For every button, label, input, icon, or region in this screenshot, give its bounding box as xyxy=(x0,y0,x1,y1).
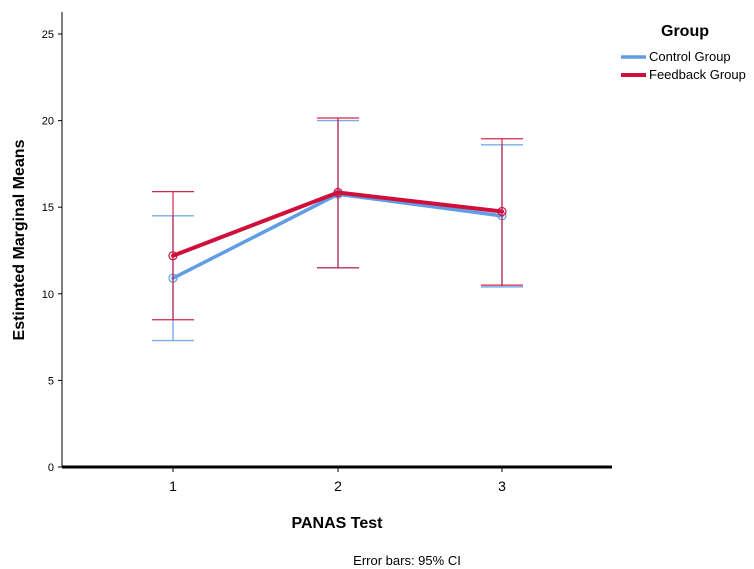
legend-label: Control Group xyxy=(649,49,731,64)
y-tick-label: 10 xyxy=(42,289,54,301)
y-tick-label: 25 xyxy=(42,29,54,41)
x-tick-label: 3 xyxy=(498,478,506,494)
y-axis-ticks: 0 5 10 15 20 25 xyxy=(42,29,62,474)
x-tick-label: 1 xyxy=(169,478,177,494)
y-axis-title: Estimated Marginal Means xyxy=(11,139,28,340)
y-tick-label: 5 xyxy=(48,375,54,387)
x-axis-title: PANAS Test xyxy=(292,515,384,532)
legend-items: Control Group Feedback Group xyxy=(621,49,746,82)
x-tick-label: 2 xyxy=(334,478,342,494)
error-bars-footnote: Error bars: 95% CI xyxy=(353,553,461,568)
legend-label: Feedback Group xyxy=(649,67,746,82)
legend: Group Control Group Feedback Group xyxy=(621,23,746,82)
legend-item: Feedback Group xyxy=(621,67,746,82)
series-layer xyxy=(152,117,523,342)
y-tick-label: 0 xyxy=(48,462,54,474)
data-point xyxy=(497,206,507,217)
series-feedback-group xyxy=(152,117,523,321)
y-tick-label: 15 xyxy=(42,202,54,214)
y-tick-label: 20 xyxy=(42,116,54,128)
legend-item: Control Group xyxy=(621,49,731,64)
series-line xyxy=(171,190,504,258)
legend-title: Group xyxy=(661,23,709,40)
data-point xyxy=(168,251,178,261)
data-point xyxy=(333,187,343,198)
x-axis-ticks: 1 2 3 xyxy=(169,467,506,494)
axes xyxy=(61,12,612,469)
